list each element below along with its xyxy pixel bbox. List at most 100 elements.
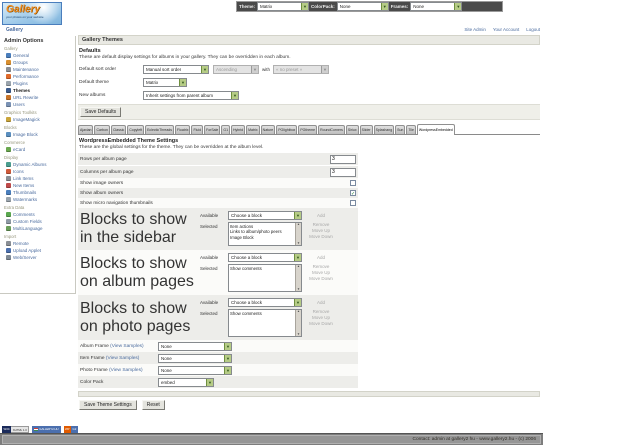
list-item[interactable]: Image Block bbox=[230, 234, 254, 240]
tab-sun[interactable]: Sun bbox=[395, 125, 406, 134]
album-frame-select[interactable]: None ▼ bbox=[158, 341, 232, 351]
badge-wpg2[interactable]: WP G2 bbox=[63, 426, 78, 433]
columns-per-page-input[interactable] bbox=[330, 167, 356, 177]
logout-link[interactable]: Logout bbox=[526, 27, 540, 32]
breadcrumb[interactable]: Gallery bbox=[6, 27, 23, 33]
item-frame-view-samples-link[interactable]: (View Samples) bbox=[105, 355, 140, 361]
sidebar-item-performance[interactable]: Performance bbox=[6, 73, 75, 80]
tab-splashang[interactable]: Splashang bbox=[373, 125, 395, 134]
site-admin-link[interactable]: Site Admin bbox=[464, 27, 486, 32]
blocks-photo-movedown-link[interactable]: Move Down bbox=[309, 321, 333, 326]
sidebar-item-dynamic-albums[interactable]: Dynamic Albums bbox=[6, 161, 75, 168]
sidebar-item-link-items[interactable]: Link Items bbox=[6, 175, 75, 182]
scroll-up-icon[interactable]: ▲ bbox=[297, 264, 300, 268]
sidebar-item-themes[interactable]: Themes bbox=[6, 87, 75, 94]
tab-wordpressembedded[interactable]: WordpressEmbedded bbox=[416, 124, 455, 135]
scrollbar[interactable]: ▲ ▼ bbox=[295, 265, 301, 291]
new-albums-select[interactable]: Inherit settings from parent album ▼ bbox=[143, 91, 239, 100]
tab-slider[interactable]: Slider bbox=[359, 125, 373, 134]
default-sort-order-select[interactable]: Manual sort order ▼ bbox=[143, 65, 209, 74]
color-pack-select[interactable]: embed ▼ bbox=[158, 377, 214, 387]
sidebar-item-new-items[interactable]: New Items bbox=[6, 182, 75, 189]
rows-per-page-input[interactable] bbox=[330, 154, 356, 164]
show-micro-nav-checkbox[interactable] bbox=[350, 200, 356, 206]
sidebar-item-icons[interactable]: Icons bbox=[6, 168, 75, 175]
album-frame-view-samples-link[interactable]: (View Samples) bbox=[110, 343, 144, 349]
list-item[interactable]: Links to album/photo peers bbox=[230, 229, 282, 235]
blocks-album-remove-link[interactable]: Remove bbox=[312, 264, 330, 269]
blocks-album-moveup-link[interactable]: Move Up bbox=[311, 270, 330, 275]
blocks-album-add-link[interactable]: Add bbox=[316, 255, 325, 260]
sidebar-item-general[interactable]: General bbox=[6, 52, 75, 59]
blocks-sidebar-moveup-link[interactable]: Move Up bbox=[311, 228, 330, 233]
blocks-sidebar-remove-link[interactable]: Remove bbox=[312, 222, 330, 227]
tab-hybrid[interactable]: Hybrid bbox=[231, 125, 246, 134]
sidebar-item-custom-fields[interactable]: Custom Fields bbox=[6, 218, 75, 225]
blocks-album-selected-list[interactable]: Show comments ▲ ▼ bbox=[228, 264, 302, 292]
tab-g1[interactable]: G1 bbox=[221, 125, 231, 134]
blocks-photo-remove-link[interactable]: Remove bbox=[312, 309, 330, 314]
sidebar-item-url-rewrite[interactable]: URL Rewrite bbox=[6, 94, 75, 101]
blocks-sidebar-add-link[interactable]: Add bbox=[316, 213, 325, 218]
tab-pgtheme[interactable]: PGtheme bbox=[298, 125, 318, 134]
tab-siriux[interactable]: Siriux bbox=[345, 125, 359, 134]
blocks-album-available-select[interactable]: Choose a block ▼ bbox=[228, 253, 302, 262]
list-item[interactable]: Item actions bbox=[230, 224, 254, 229]
blocks-photo-selected-list[interactable]: Show comments ▲ ▼ bbox=[228, 309, 302, 337]
photo-frame-view-samples-link[interactable]: (View Samples) bbox=[109, 367, 143, 373]
default-theme-select[interactable]: Matrix ▼ bbox=[143, 78, 187, 87]
save-defaults-button[interactable]: Save Defaults bbox=[80, 107, 122, 117]
tab-floatrix[interactable]: Floatrix bbox=[175, 125, 191, 134]
scroll-down-icon[interactable]: ▼ bbox=[297, 332, 300, 336]
photo-frame-select[interactable]: None ▼ bbox=[158, 365, 232, 375]
sidebar-item-users[interactable]: Users bbox=[6, 101, 75, 108]
list-item[interactable]: Show comments bbox=[230, 311, 262, 316]
tab-eclecticthreads[interactable]: EclecticThreads bbox=[145, 125, 174, 134]
sidebar-item-plugins[interactable]: Plugins bbox=[6, 80, 75, 87]
sidebar-item-remote[interactable]: Remote bbox=[6, 240, 75, 247]
blocks-photo-add-link[interactable]: Add bbox=[316, 300, 325, 305]
sidebar-item-imagemagick[interactable]: ImageMagick bbox=[6, 116, 75, 123]
tab-ajaxian[interactable]: Ajaxian bbox=[78, 125, 94, 134]
tab-copyleft[interactable]: Copyleft bbox=[127, 125, 145, 134]
tab-nature[interactable]: Nature bbox=[260, 125, 276, 134]
gallery-logo[interactable]: Gallery your photos on your website bbox=[2, 2, 62, 25]
blocks-album-movedown-link[interactable]: Move Down bbox=[309, 276, 333, 281]
sidebar-item-ecard[interactable]: eCard bbox=[6, 146, 75, 153]
scrollbar[interactable]: ▲ ▼ bbox=[295, 310, 301, 336]
show-image-owners-checkbox[interactable] bbox=[350, 180, 356, 186]
sidebar-item-watermarks[interactable]: Watermarks bbox=[6, 196, 75, 203]
tab-roundcorners[interactable]: RoundCorners bbox=[318, 125, 345, 134]
tab-pglightbox[interactable]: PGlightbox bbox=[276, 125, 298, 134]
sidebar-item-web-server[interactable]: Web/Server bbox=[6, 254, 75, 261]
tab-carbon[interactable]: Carbon bbox=[94, 125, 110, 134]
scroll-down-icon[interactable]: ▼ bbox=[297, 287, 300, 291]
badge-gallery2hu[interactable]: GALLERY2.HU bbox=[32, 426, 61, 433]
blocks-sidebar-movedown-link[interactable]: Move Down bbox=[309, 234, 333, 239]
tab-tile[interactable]: Tile bbox=[406, 125, 416, 134]
blocks-photo-moveup-link[interactable]: Move Up bbox=[311, 315, 330, 320]
blocks-sidebar-selected-list[interactable]: Item actions Links to album/photo peers … bbox=[228, 222, 302, 246]
save-theme-settings-button[interactable]: Save Theme Settings bbox=[79, 400, 137, 410]
list-item[interactable]: Show comments bbox=[230, 266, 262, 271]
sidebar-item-image-block[interactable]: Image Block bbox=[6, 131, 75, 138]
tab-classic[interactable]: Classic bbox=[110, 125, 127, 134]
sidebar-item-multilanguage[interactable]: MultiLanguage bbox=[6, 225, 75, 232]
theme-select[interactable]: Matrix ▼ bbox=[257, 2, 310, 11]
tab-matrix[interactable]: Matrix bbox=[246, 125, 260, 134]
sidebar-item-maintenance[interactable]: Maintenance bbox=[6, 66, 75, 73]
frames-select[interactable]: None ▼ bbox=[410, 2, 463, 11]
show-album-owners-checkbox[interactable]: ✓ bbox=[350, 190, 356, 197]
scroll-up-icon[interactable]: ▲ bbox=[297, 222, 300, 226]
sidebar-item-upload-applet[interactable]: Upload Applet bbox=[6, 247, 75, 254]
blocks-photo-available-select[interactable]: Choose a block ▼ bbox=[228, 298, 302, 307]
tab-fluid[interactable]: Fluid bbox=[191, 125, 204, 134]
your-account-link[interactable]: Your Account bbox=[492, 27, 520, 32]
badge-xhtml[interactable]: W3C XHTML 1.0 bbox=[2, 426, 30, 433]
blocks-sidebar-available-select[interactable]: Choose a block ▼ bbox=[228, 211, 302, 220]
scrollbar[interactable]: ▲ ▼ bbox=[295, 223, 301, 245]
sidebar-item-comments[interactable]: Comments bbox=[6, 211, 75, 218]
reset-button[interactable]: Reset bbox=[141, 400, 165, 410]
sidebar-item-groups[interactable]: Groups bbox=[6, 59, 75, 66]
scroll-down-icon[interactable]: ▼ bbox=[297, 241, 300, 245]
